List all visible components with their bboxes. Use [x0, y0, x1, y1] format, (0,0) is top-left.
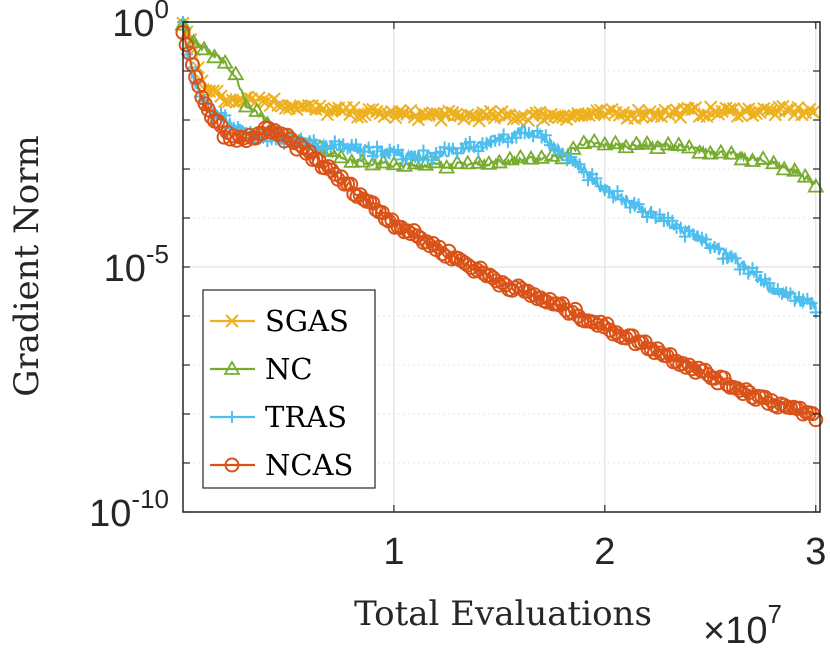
y-tick-base: 10 [104, 248, 146, 290]
legend: SGAS NC TRAS NCAS [203, 290, 375, 488]
y-tick-label: 100 [112, 0, 169, 45]
x-tick-label: 3 [805, 531, 826, 573]
y-tick-power: -10 [131, 484, 169, 514]
x-tick-label: 2 [594, 531, 615, 573]
legend-label: SGAS [265, 304, 349, 338]
y-tick-label: 10-5 [104, 239, 169, 290]
legend-label: NC [265, 352, 313, 386]
x-exponent-power: 7 [767, 599, 781, 629]
y-tick-base: 10 [112, 3, 154, 45]
x-exponent-base: ×10 [703, 610, 767, 651]
x-exponent: ×107 [703, 599, 782, 651]
legend-label: NCAS [265, 448, 353, 482]
y-tick-base: 10 [89, 493, 131, 535]
y-tick-label: 10-10 [89, 484, 169, 535]
x-axis-label: Total Evaluations [354, 594, 652, 634]
chart: 1 2 310010-510-10 Total Evaluations ×107 G… [0, 0, 830, 651]
x-tick-label: 1 [383, 531, 404, 573]
legend-label: TRAS [265, 400, 347, 434]
y-tick-power: 0 [155, 0, 169, 24]
y-axis-label: Gradient Norm [7, 135, 47, 397]
y-tick-power: -5 [146, 239, 169, 269]
